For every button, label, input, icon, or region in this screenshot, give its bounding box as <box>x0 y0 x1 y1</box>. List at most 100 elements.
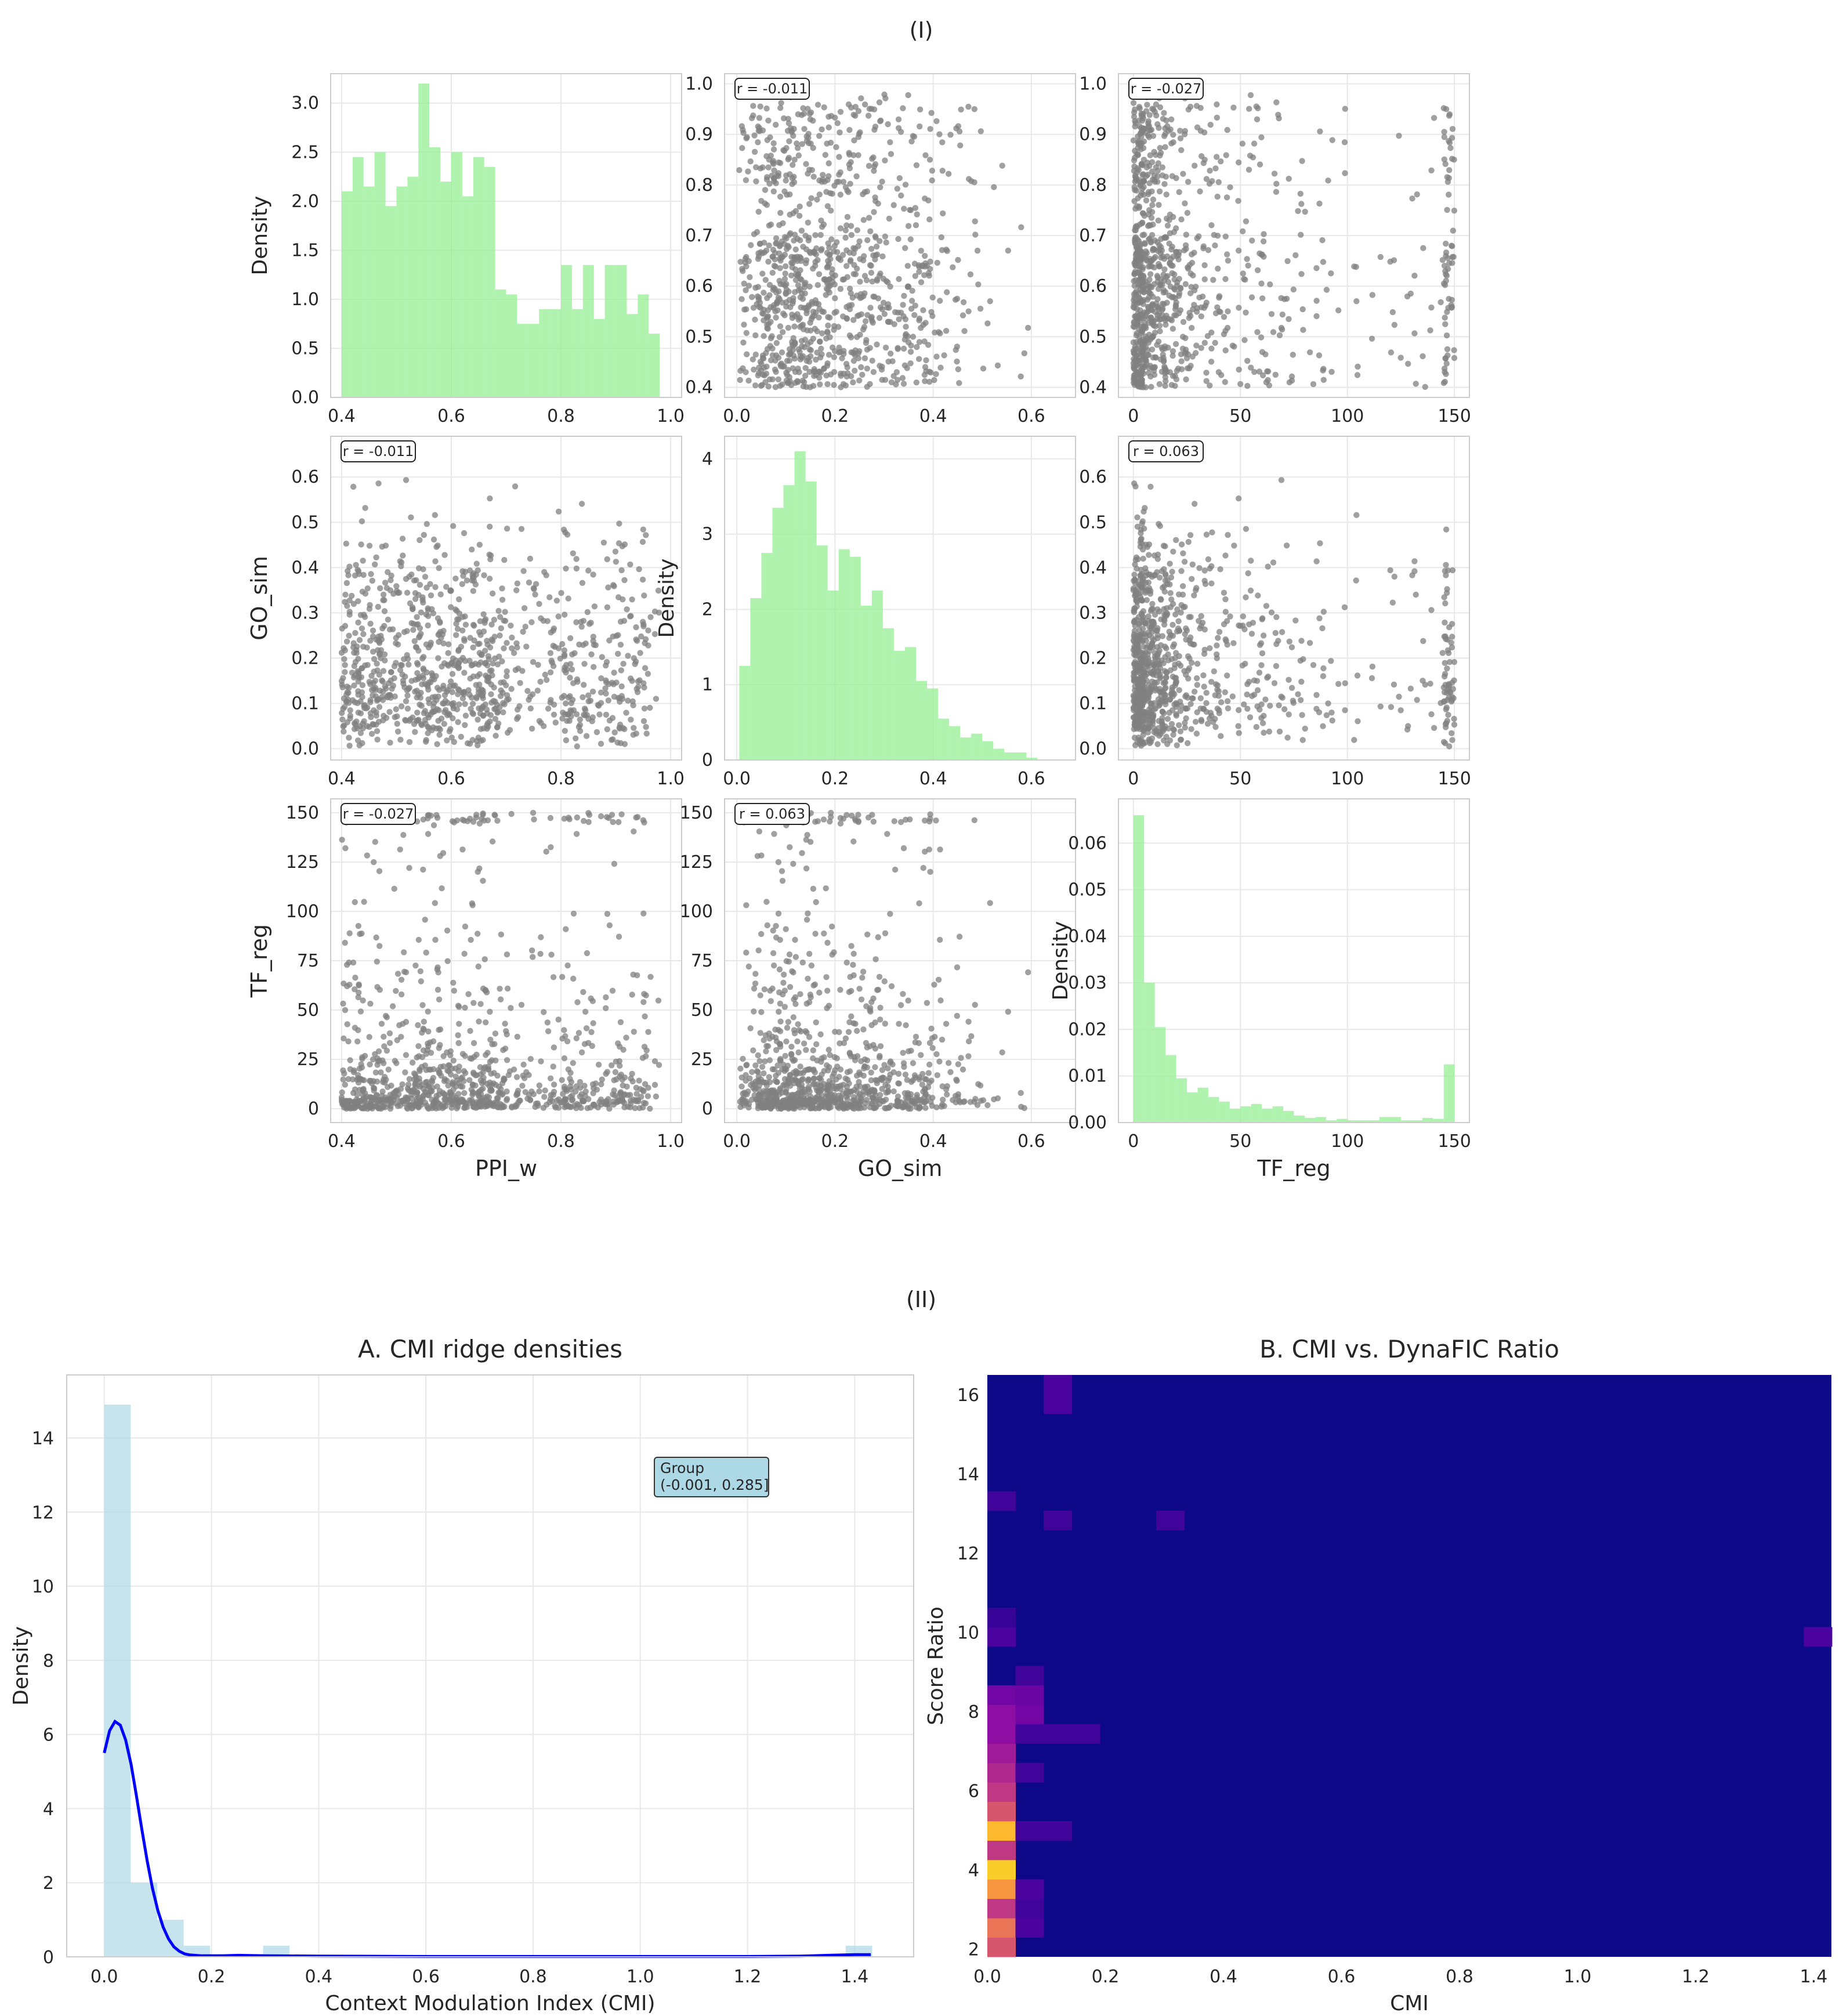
scatter-point <box>773 121 779 128</box>
scatter-point <box>1142 649 1149 656</box>
hist-bar <box>838 549 850 760</box>
scatter-point <box>743 306 749 313</box>
scatter-point <box>1203 378 1210 384</box>
hist-bar <box>528 324 539 397</box>
scatter-point <box>640 680 647 686</box>
scatter-point <box>370 633 376 640</box>
scatter-point <box>1178 602 1185 609</box>
scatter-point <box>917 106 924 113</box>
scatter-point <box>458 733 464 740</box>
scatter-point <box>835 255 842 262</box>
scatter-point <box>763 105 770 112</box>
scatter-point <box>462 923 469 930</box>
scatter-point <box>1443 589 1450 596</box>
scatter-point <box>404 652 410 658</box>
scatter-point <box>1151 705 1157 712</box>
scatter-point <box>415 676 421 682</box>
scatter-point <box>1140 138 1147 144</box>
scatter-point <box>1191 689 1198 695</box>
y-tick-label: 0.4 <box>685 378 713 398</box>
scatter-point <box>839 252 846 258</box>
scatter-point <box>566 816 573 823</box>
scatter-point <box>796 369 802 375</box>
scatter-point <box>1449 260 1455 266</box>
x-tick-label: 50 <box>1229 769 1251 789</box>
scatter-point <box>399 1081 405 1088</box>
scatter-point <box>637 650 643 656</box>
scatter-point <box>618 683 625 690</box>
scatter-point <box>367 1000 374 1007</box>
scatter-point <box>1451 658 1458 665</box>
scatter-point <box>775 354 782 361</box>
y-axis-label: GO_sim <box>247 556 272 640</box>
scatter-point <box>1156 660 1162 667</box>
hist-bar <box>418 83 430 398</box>
scatter-point <box>776 277 783 284</box>
scatter-point <box>1167 667 1174 674</box>
scatter-point <box>1154 679 1160 686</box>
scatter-point <box>461 530 468 537</box>
scatter-point <box>1146 207 1153 213</box>
scatter-point <box>1444 665 1450 672</box>
scatter-point <box>965 308 972 314</box>
scatter-point <box>1156 700 1163 706</box>
scatter-point <box>344 983 350 990</box>
scatter-point <box>575 1030 582 1036</box>
scatter-point <box>1413 381 1419 387</box>
scatter-point <box>911 312 918 318</box>
scatter-point <box>550 1063 556 1070</box>
scatter-point <box>1245 570 1251 577</box>
scatter-point <box>423 737 429 743</box>
scatter-point <box>464 577 470 584</box>
scatter-point <box>866 215 872 221</box>
scatter-point <box>555 645 562 652</box>
scatter-point <box>1259 650 1266 657</box>
scatter-point <box>795 282 802 288</box>
scatter-point <box>366 1034 372 1040</box>
scatter-point <box>414 614 420 620</box>
scatter-point <box>454 706 461 712</box>
scatter-point <box>356 742 363 748</box>
scatter-point <box>1263 603 1270 609</box>
scatter-point <box>1443 526 1450 533</box>
scatter-point <box>1404 293 1411 300</box>
scatter-point <box>1177 698 1183 705</box>
hist-bar <box>916 681 928 760</box>
scatter-point <box>451 662 457 668</box>
scatter-point <box>1025 324 1031 331</box>
scatter-point <box>761 306 767 313</box>
scatter-point <box>598 700 604 706</box>
scatter-point <box>1134 177 1140 184</box>
scatter-point <box>366 542 373 549</box>
scatter-point <box>842 234 849 241</box>
scatter-point <box>425 622 431 629</box>
scatter-point <box>863 277 870 284</box>
scatter-point <box>785 288 792 295</box>
hist-bar <box>1004 752 1016 760</box>
scatter-point <box>787 171 793 178</box>
scatter-point <box>629 991 635 998</box>
scatter-point <box>916 339 923 345</box>
scatter-point <box>799 296 806 302</box>
scatter-point <box>466 692 473 698</box>
scatter-point <box>825 124 832 131</box>
scatter-point <box>1323 712 1330 719</box>
scatter-point <box>1245 679 1252 685</box>
scatter-point <box>898 192 904 199</box>
scatter-point <box>1320 665 1327 672</box>
scatter-point <box>1273 189 1280 195</box>
scatter-point <box>837 191 844 198</box>
scatter-point <box>1162 543 1168 549</box>
scatter-point <box>1251 140 1258 147</box>
scatter-point <box>1134 598 1140 605</box>
scatter-point <box>527 693 534 700</box>
scatter-point <box>1223 638 1229 645</box>
scatter-point <box>501 557 508 563</box>
scatter-point <box>1148 263 1155 270</box>
scatter-point <box>570 1060 576 1066</box>
scatter-point <box>480 737 486 743</box>
scatter-point <box>606 637 613 644</box>
scatter-point <box>1201 626 1208 633</box>
scatter-point <box>605 584 611 591</box>
